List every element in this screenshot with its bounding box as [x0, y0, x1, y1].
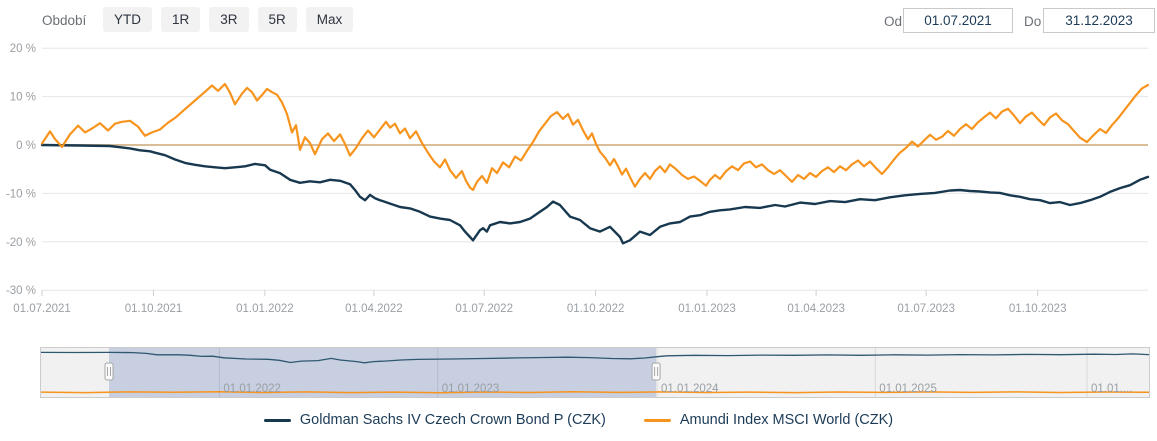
x-axis-label: 01.01.2022: [236, 303, 294, 315]
x-axis-label: 01.04.2022: [345, 303, 403, 315]
period-button-max[interactable]: Max: [305, 7, 354, 32]
series-line-goldman: [40, 143, 1150, 245]
navigator-series-amundi: [41, 391, 1149, 394]
y-axis-label: 20 %: [10, 43, 36, 55]
navigator-series-goldman: [41, 351, 1149, 364]
navigator-year-label: 01.01.2022: [223, 383, 281, 395]
navigator-year-label: 01.01.2025: [879, 383, 937, 395]
y-axis-label: -20 %: [6, 237, 36, 249]
period-button-group: YTD 1R 3R 5R Max: [103, 7, 362, 32]
to-date-input[interactable]: [1043, 8, 1155, 33]
y-axis-label: -30 %: [6, 285, 36, 297]
x-axis-label: 01.04.2023: [787, 303, 845, 315]
x-axis-label: 01.01.2023: [678, 303, 736, 315]
navigator-handle-right[interactable]: [651, 362, 661, 381]
y-axis-label: 0 %: [16, 140, 36, 152]
from-label: Od: [884, 14, 903, 29]
x-axis-label: 01.07.2021: [13, 303, 71, 315]
x-axis-label: 01.07.2023: [897, 303, 955, 315]
legend-swatch: [643, 418, 671, 422]
x-axis-label: 01.10.2023: [1009, 303, 1067, 315]
performance-chart: 20 % 10 % 0 % -10 % -20 % -30 % 01.07.2021 01.1…: [6, 43, 1150, 315]
x-axis-label: 01.10.2022: [567, 303, 625, 315]
legend: Goldman Sachs IV Czech Crown Bond P (CZK…: [0, 412, 1157, 428]
to-label: Do: [1024, 14, 1042, 29]
period-label: Období: [42, 13, 87, 28]
series-line-amundi: [40, 82, 1150, 192]
navigator-handle-left[interactable]: [104, 362, 114, 381]
from-date-input[interactable]: [903, 8, 1013, 33]
navigator-year-label: 01.01....: [1091, 383, 1133, 395]
period-button-1r[interactable]: 1R: [161, 7, 201, 32]
legend-item-label: Amundi Index MSCI World (CZK): [679, 412, 894, 428]
navigator-year-label: 01.01.2024: [661, 383, 719, 395]
x-axis-label: 01.07.2022: [455, 303, 513, 315]
legend-item-goldman[interactable]: Goldman Sachs IV Czech Crown Bond P (CZK…: [263, 412, 606, 428]
period-button-3r[interactable]: 3R: [209, 7, 249, 32]
navigator-year-label: 01.01.2023: [442, 383, 500, 395]
range-navigator[interactable]: 01.01.2022 01.01.2023 01.01.2024 01.01.2025…: [40, 347, 1150, 398]
period-button-5r[interactable]: 5R: [257, 7, 297, 32]
y-axis-label: -10 %: [6, 188, 36, 200]
legend-item-label: Goldman Sachs IV Czech Crown Bond P (CZK…: [299, 412, 606, 428]
legend-item-amundi[interactable]: Amundi Index MSCI World (CZK): [643, 412, 894, 428]
legend-swatch: [263, 418, 291, 422]
x-axis-label: 01.10.2021: [125, 303, 183, 315]
y-axis-label: 10 %: [10, 92, 36, 104]
period-button-ytd[interactable]: YTD: [103, 7, 152, 32]
